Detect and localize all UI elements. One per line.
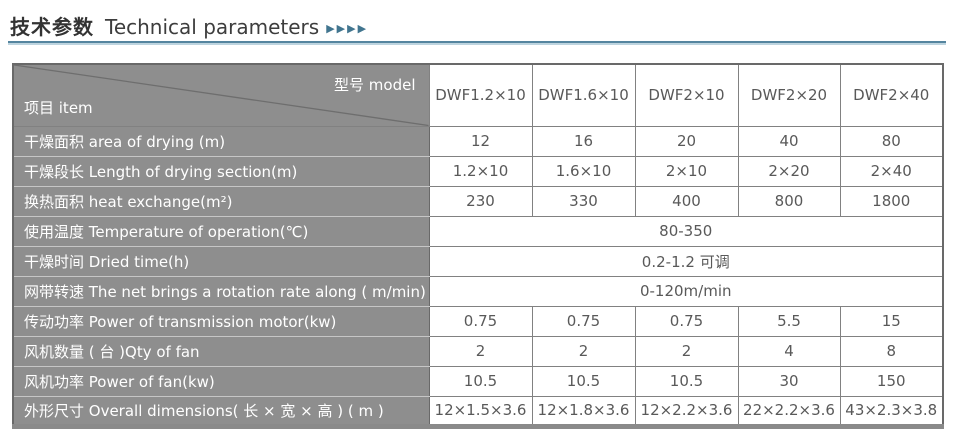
- row-label: 风机数量 ( 台 )Qty of fan: [12, 335, 430, 367]
- model-header: DWF2×20: [737, 63, 841, 127]
- cell-value: 2: [634, 335, 739, 367]
- row-label: 干燥时间 Dried time(h): [12, 245, 430, 277]
- cell-value: 1.6×10: [531, 155, 636, 187]
- diagonal-line: [14, 65, 429, 126]
- model-header: DWF2×10: [634, 63, 739, 127]
- table-row: 风机数量 ( 台 )Qty of fan 2 2 2 4 8: [12, 335, 944, 367]
- arrows-icon: ▶▶▶▶: [326, 22, 369, 35]
- cell-value-merged: 80-350: [428, 215, 944, 247]
- corner-model-label: 型号 model: [334, 76, 416, 94]
- cell-value: 40: [737, 125, 841, 157]
- cell-value: 0.75: [428, 305, 533, 337]
- cell-value: 1800: [839, 185, 944, 217]
- cell-value-merged: 0.2-1.2 可调: [428, 245, 944, 277]
- cell-value: 12×1.5×3.6: [428, 395, 533, 427]
- cell-value: 800: [737, 185, 841, 217]
- section-title-zh: 技术参数: [10, 15, 94, 39]
- table-row: 外形尺寸 Overall dimensions( 长 × 宽 × 高 ) ( m…: [12, 395, 944, 427]
- section-title-en: Technical parameters: [105, 15, 320, 39]
- cell-value: 4: [737, 335, 841, 367]
- corner-item-label: 项目 item: [24, 98, 93, 117]
- cell-value: 2: [428, 335, 533, 367]
- table-row: 风机功率 Power of fan(kw) 10.5 10.5 10.5 30 …: [12, 365, 944, 397]
- table-row: 干燥面积 area of drying (m) 12 16 20 40 80: [12, 125, 944, 157]
- cell-value: 12×1.8×3.6: [531, 395, 636, 427]
- cell-value: 2×20: [737, 155, 841, 187]
- cell-value: 20: [634, 125, 739, 157]
- title-underline: [8, 41, 946, 45]
- table-header-row: 型号 model 项目 item DWF1.2×10 DWF1.6×10 DWF…: [12, 63, 944, 127]
- cell-value: 10.5: [531, 365, 636, 397]
- cell-value: 12×2.2×3.6: [634, 395, 739, 427]
- table-row: 使用温度 Temperature of operation(℃) 80-350: [12, 215, 944, 247]
- row-label: 干燥面积 area of drying (m): [12, 125, 430, 157]
- table-row: 网带转速 The net brings a rotation rate alon…: [12, 275, 944, 307]
- model-header: DWF2×40: [839, 63, 944, 127]
- cell-value: 80: [839, 125, 944, 157]
- cell-value: 12: [428, 125, 533, 157]
- cell-value: 10.5: [634, 365, 739, 397]
- cell-value: 43×2.3×3.8: [839, 395, 944, 427]
- table-row: 干燥段长 Length of drying section(m) 1.2×10 …: [12, 155, 944, 187]
- cell-value: 15: [839, 305, 944, 337]
- cell-value: 230: [428, 185, 533, 217]
- cell-value: 2×10: [634, 155, 739, 187]
- cell-value: 2×40: [839, 155, 944, 187]
- section-title: 技术参数 Technical parameters ▶▶▶▶: [10, 11, 368, 40]
- row-label: 换热面积 heat exchange(m²): [12, 185, 430, 217]
- table-row: 传动功率 Power of transmission motor(kw) 0.7…: [12, 305, 944, 337]
- cell-value: 10.5: [428, 365, 533, 397]
- cell-value: 0.75: [634, 305, 739, 337]
- cell-value: 5.5: [737, 305, 841, 337]
- cell-value: 400: [634, 185, 739, 217]
- model-header: DWF1.2×10: [428, 63, 533, 127]
- corner-header-cell: 型号 model 项目 item: [12, 63, 430, 127]
- cell-value: 150: [839, 365, 944, 397]
- cell-value: 2: [531, 335, 636, 367]
- table-row: 换热面积 heat exchange(m²) 230 330 400 800 1…: [12, 185, 944, 217]
- model-header: DWF1.6×10: [531, 63, 636, 127]
- table-row: 干燥时间 Dried time(h) 0.2-1.2 可调: [12, 245, 944, 277]
- row-label: 外形尺寸 Overall dimensions( 长 × 宽 × 高 ) ( m…: [12, 395, 430, 427]
- cell-value: 8: [839, 335, 944, 367]
- cell-value: 22×2.2×3.6: [737, 395, 841, 427]
- row-label: 干燥段长 Length of drying section(m): [12, 155, 430, 187]
- row-label: 传动功率 Power of transmission motor(kw): [12, 305, 430, 337]
- cell-value: 0.75: [531, 305, 636, 337]
- cell-value: 16: [531, 125, 636, 157]
- row-label: 使用温度 Temperature of operation(℃): [12, 215, 430, 247]
- cell-value: 30: [737, 365, 841, 397]
- cell-value: 1.2×10: [428, 155, 533, 187]
- technical-parameters-table: 型号 model 项目 item DWF1.2×10 DWF1.6×10 DWF…: [12, 63, 944, 429]
- row-label: 风机功率 Power of fan(kw): [12, 365, 430, 397]
- cell-value-merged: 0-120m/min: [428, 275, 944, 307]
- row-label: 网带转速 The net brings a rotation rate alon…: [12, 275, 430, 307]
- cell-value: 330: [531, 185, 636, 217]
